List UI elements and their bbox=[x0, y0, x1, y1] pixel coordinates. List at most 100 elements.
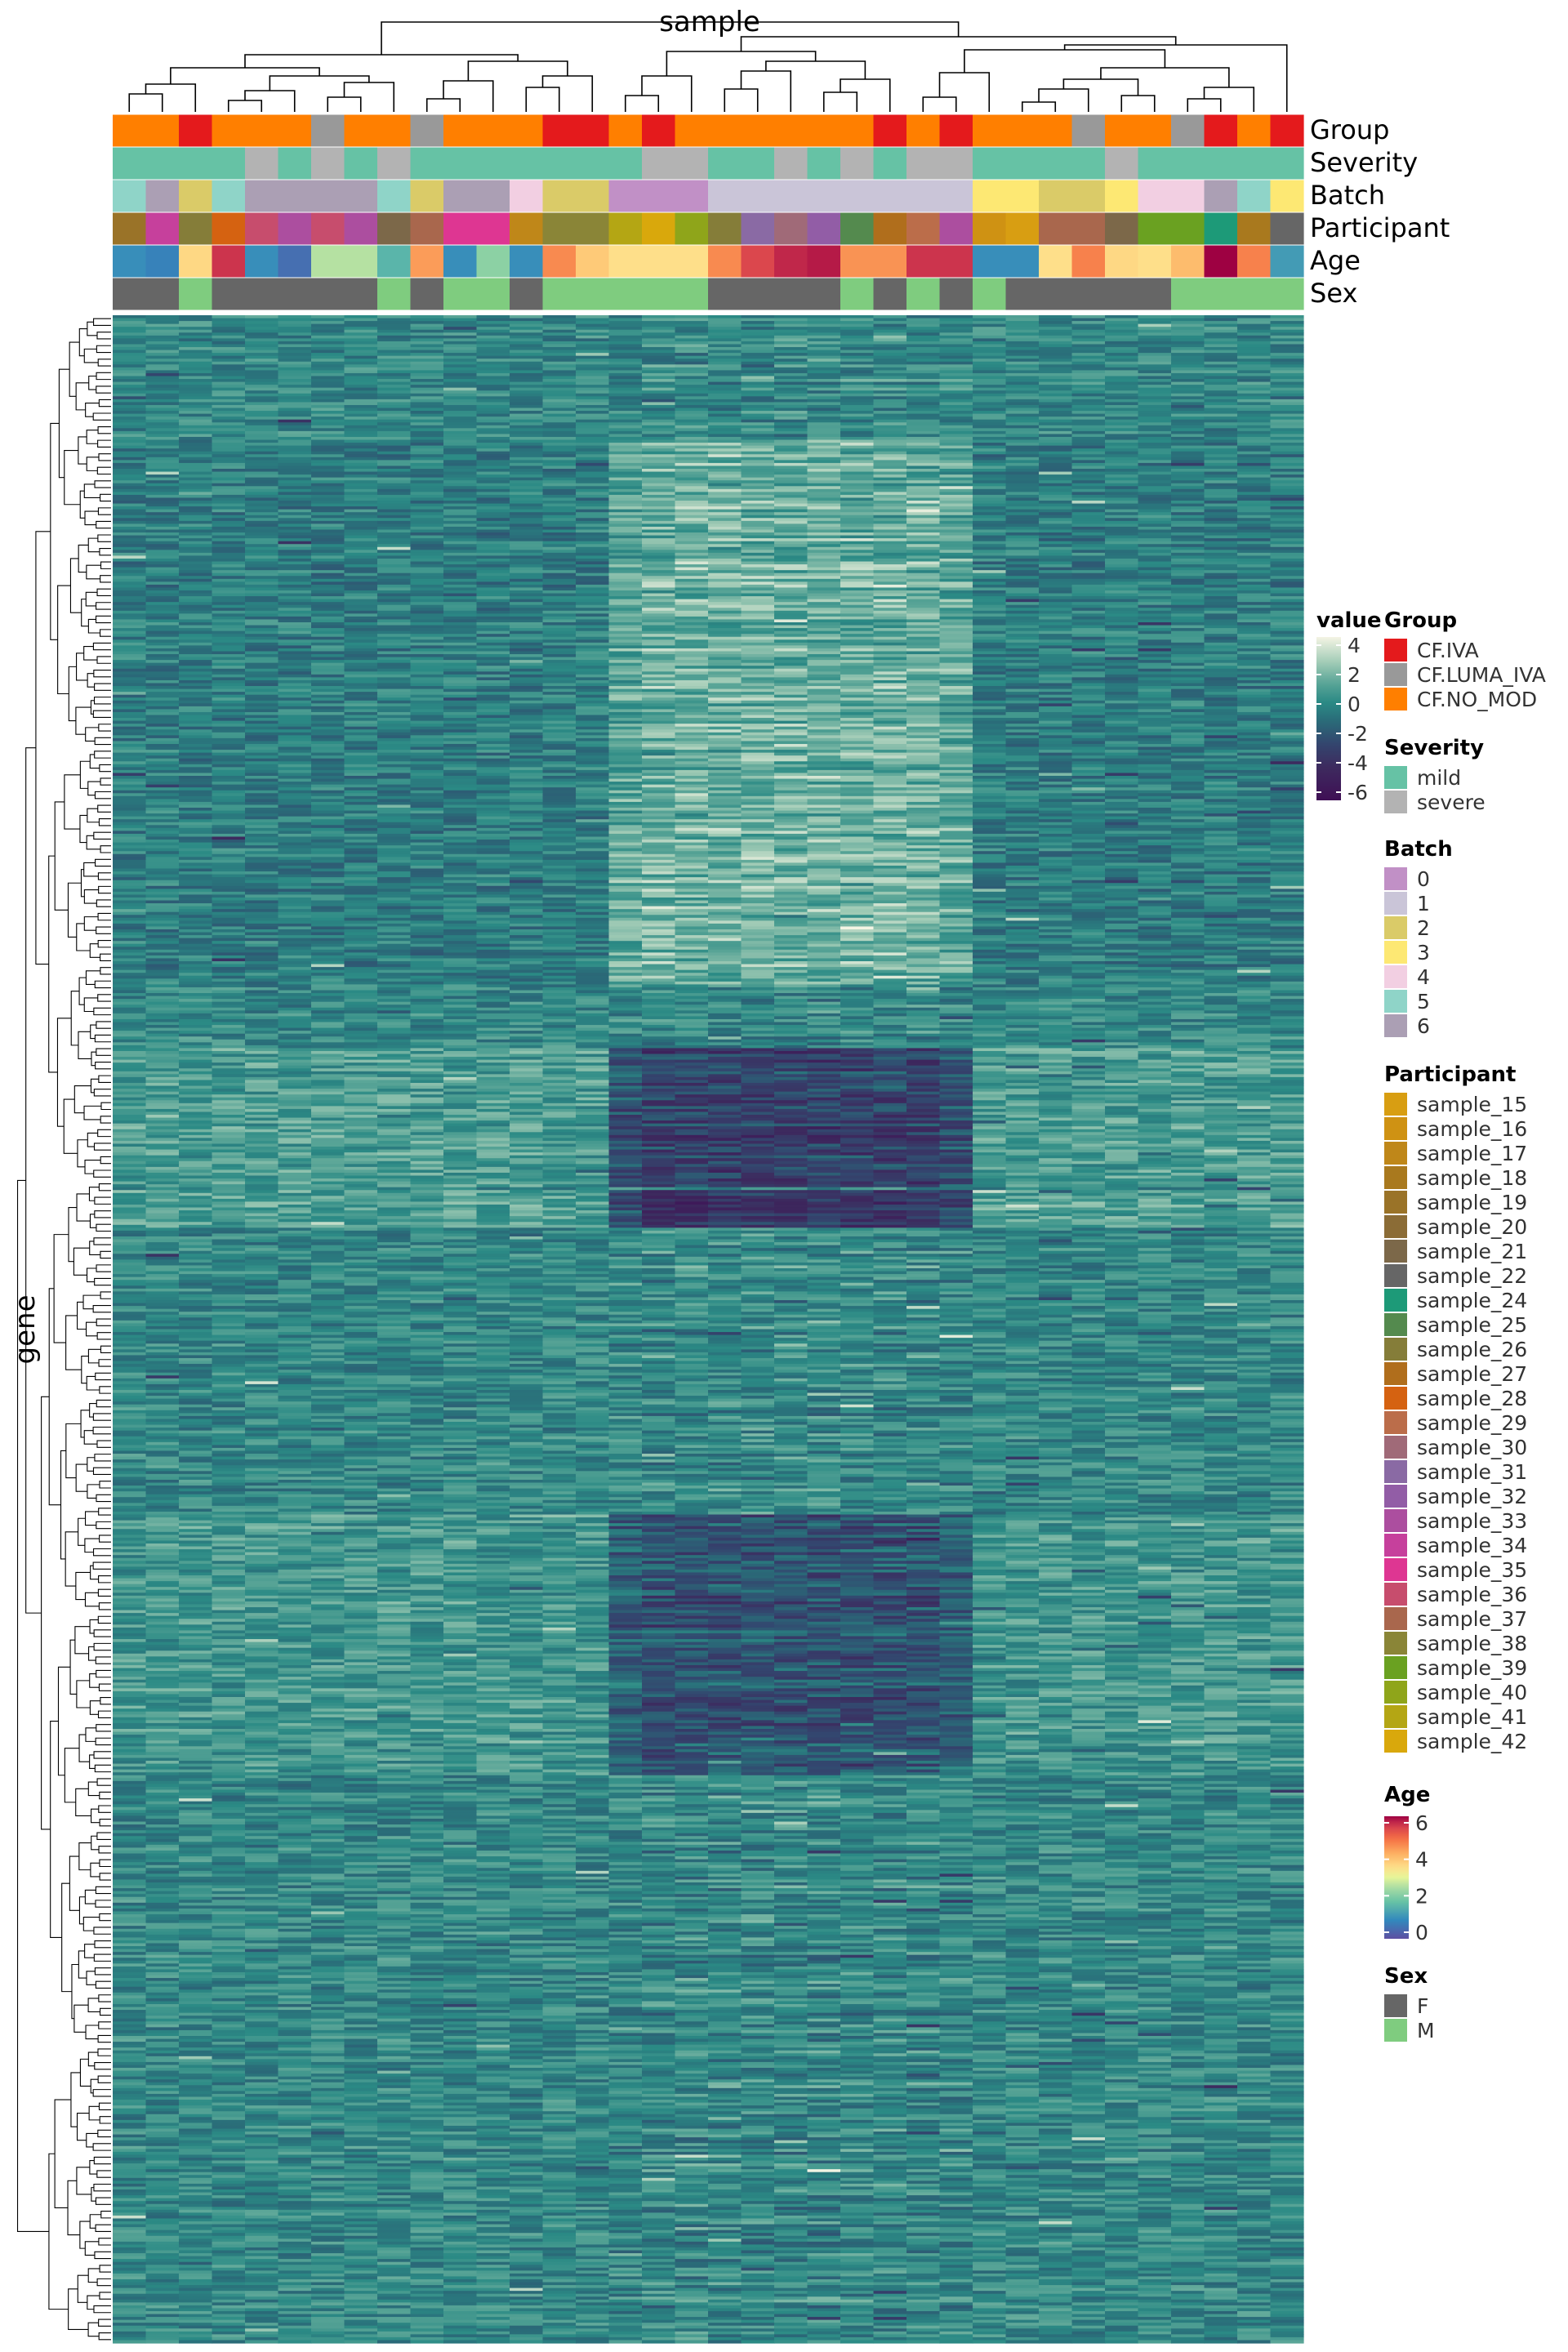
heatmap-cell bbox=[278, 570, 312, 574]
heatmap-cell bbox=[311, 372, 345, 377]
heatmap-cell bbox=[344, 642, 378, 646]
heatmap-cell bbox=[1005, 460, 1040, 464]
heatmap-cell bbox=[741, 520, 775, 524]
heatmap-cell bbox=[840, 468, 875, 473]
heatmap-cell bbox=[410, 353, 444, 357]
annotation-cell bbox=[344, 180, 378, 212]
heatmap-cell bbox=[476, 332, 510, 336]
heatmap-cell bbox=[344, 636, 378, 640]
heatmap-cell bbox=[906, 509, 941, 513]
dendrogram-branch bbox=[86, 1971, 96, 1985]
annotation-label-group: Group bbox=[1310, 114, 1389, 145]
heatmap-cell bbox=[906, 561, 941, 565]
heatmap-cell bbox=[939, 567, 973, 571]
heatmap-cell bbox=[510, 492, 544, 496]
heatmap-cell bbox=[608, 648, 643, 653]
heatmap-cell bbox=[774, 596, 808, 600]
heatmap-cell bbox=[377, 404, 412, 409]
annotation-cell bbox=[410, 245, 444, 278]
heatmap-cell bbox=[1039, 509, 1073, 513]
heatmap-cell bbox=[1138, 494, 1172, 499]
heatmap-cell bbox=[1171, 639, 1205, 644]
heatmap-cell bbox=[708, 445, 742, 449]
heatmap-cell bbox=[840, 471, 875, 475]
heatmap-cell bbox=[377, 396, 412, 400]
heatmap-cell bbox=[807, 634, 841, 638]
heatmap-cell bbox=[1138, 376, 1172, 380]
heatmap-cell bbox=[311, 657, 345, 661]
heatmap-cell bbox=[179, 327, 213, 331]
heatmap-cell bbox=[576, 428, 610, 432]
heatmap-cell bbox=[1005, 390, 1040, 394]
heatmap-cell bbox=[1138, 436, 1172, 441]
dendrogram-branch bbox=[65, 1315, 82, 1370]
heatmap-cell bbox=[1005, 593, 1040, 597]
annotation-cell bbox=[708, 245, 742, 278]
heatmap-cell bbox=[1204, 642, 1238, 646]
heatmap-cell bbox=[1105, 593, 1139, 597]
heatmap-cell bbox=[973, 581, 1007, 586]
heatmap-cell bbox=[576, 660, 610, 664]
dendrogram-branch bbox=[94, 2061, 111, 2070]
heatmap-cell bbox=[642, 468, 676, 473]
heatmap-cell bbox=[410, 355, 444, 359]
heatmap-cell bbox=[278, 578, 312, 582]
dendrogram-branch bbox=[94, 1034, 111, 1043]
heatmap-cell bbox=[906, 619, 941, 623]
heatmap-cell bbox=[906, 523, 941, 528]
heatmap-cell bbox=[708, 552, 742, 557]
heatmap-row bbox=[113, 630, 1304, 635]
heatmap-cell bbox=[1237, 338, 1272, 342]
heatmap-cell bbox=[1171, 593, 1205, 597]
heatmap-cell bbox=[410, 468, 444, 473]
heatmap-cell bbox=[642, 634, 676, 638]
heatmap-cell bbox=[1237, 509, 1272, 513]
heatmap-cell bbox=[675, 538, 709, 542]
heatmap-cell bbox=[1039, 520, 1073, 524]
heatmap-cell bbox=[608, 413, 643, 417]
heatmap-cell bbox=[1237, 477, 1272, 481]
heatmap-cell bbox=[344, 332, 378, 336]
heatmap-cell bbox=[542, 645, 577, 649]
heatmap-cell bbox=[642, 372, 676, 377]
heatmap-cell bbox=[906, 613, 941, 617]
heatmap-cell bbox=[410, 370, 444, 374]
heatmap-cell bbox=[1105, 425, 1139, 429]
heatmap-cell bbox=[642, 413, 676, 417]
annotation-cell bbox=[510, 245, 544, 278]
heatmap-cell bbox=[840, 584, 875, 589]
heatmap-cell bbox=[1071, 541, 1106, 545]
heatmap-row bbox=[113, 625, 1304, 629]
heatmap-cell bbox=[1039, 581, 1073, 586]
dendrogram-branch bbox=[94, 683, 111, 691]
heatmap-cell bbox=[311, 552, 345, 557]
heatmap-cell bbox=[113, 651, 147, 655]
heatmap-cell bbox=[1071, 364, 1106, 368]
heatmap-cell bbox=[906, 477, 941, 481]
annotation-cell bbox=[1270, 212, 1304, 245]
heatmap-cell bbox=[840, 321, 875, 325]
heatmap-cell bbox=[1270, 338, 1304, 342]
heatmap-cell bbox=[840, 338, 875, 342]
heatmap-cell bbox=[311, 546, 345, 550]
heatmap-cell bbox=[939, 570, 973, 574]
heatmap-cell bbox=[1071, 506, 1106, 510]
heatmap-cell bbox=[542, 329, 577, 333]
heatmap-cell bbox=[741, 630, 775, 635]
heatmap-cell bbox=[311, 396, 345, 400]
heatmap-cell bbox=[774, 587, 808, 591]
heatmap-cell bbox=[410, 443, 444, 447]
dendrogram-branch bbox=[95, 1980, 111, 1989]
heatmap-cell bbox=[576, 364, 610, 368]
heatmap-cell bbox=[774, 654, 808, 658]
heatmap-cell bbox=[642, 422, 676, 426]
heatmap-cell bbox=[212, 523, 246, 528]
heatmap-cell bbox=[741, 645, 775, 649]
heatmap-cell bbox=[1138, 501, 1172, 505]
heatmap-cell bbox=[1237, 645, 1272, 649]
heatmap-cell bbox=[1005, 416, 1040, 421]
dendrogram-branch bbox=[93, 1953, 111, 1962]
heatmap-cell bbox=[476, 567, 510, 571]
heatmap-cell bbox=[774, 590, 808, 595]
heatmap-cell bbox=[476, 628, 510, 632]
